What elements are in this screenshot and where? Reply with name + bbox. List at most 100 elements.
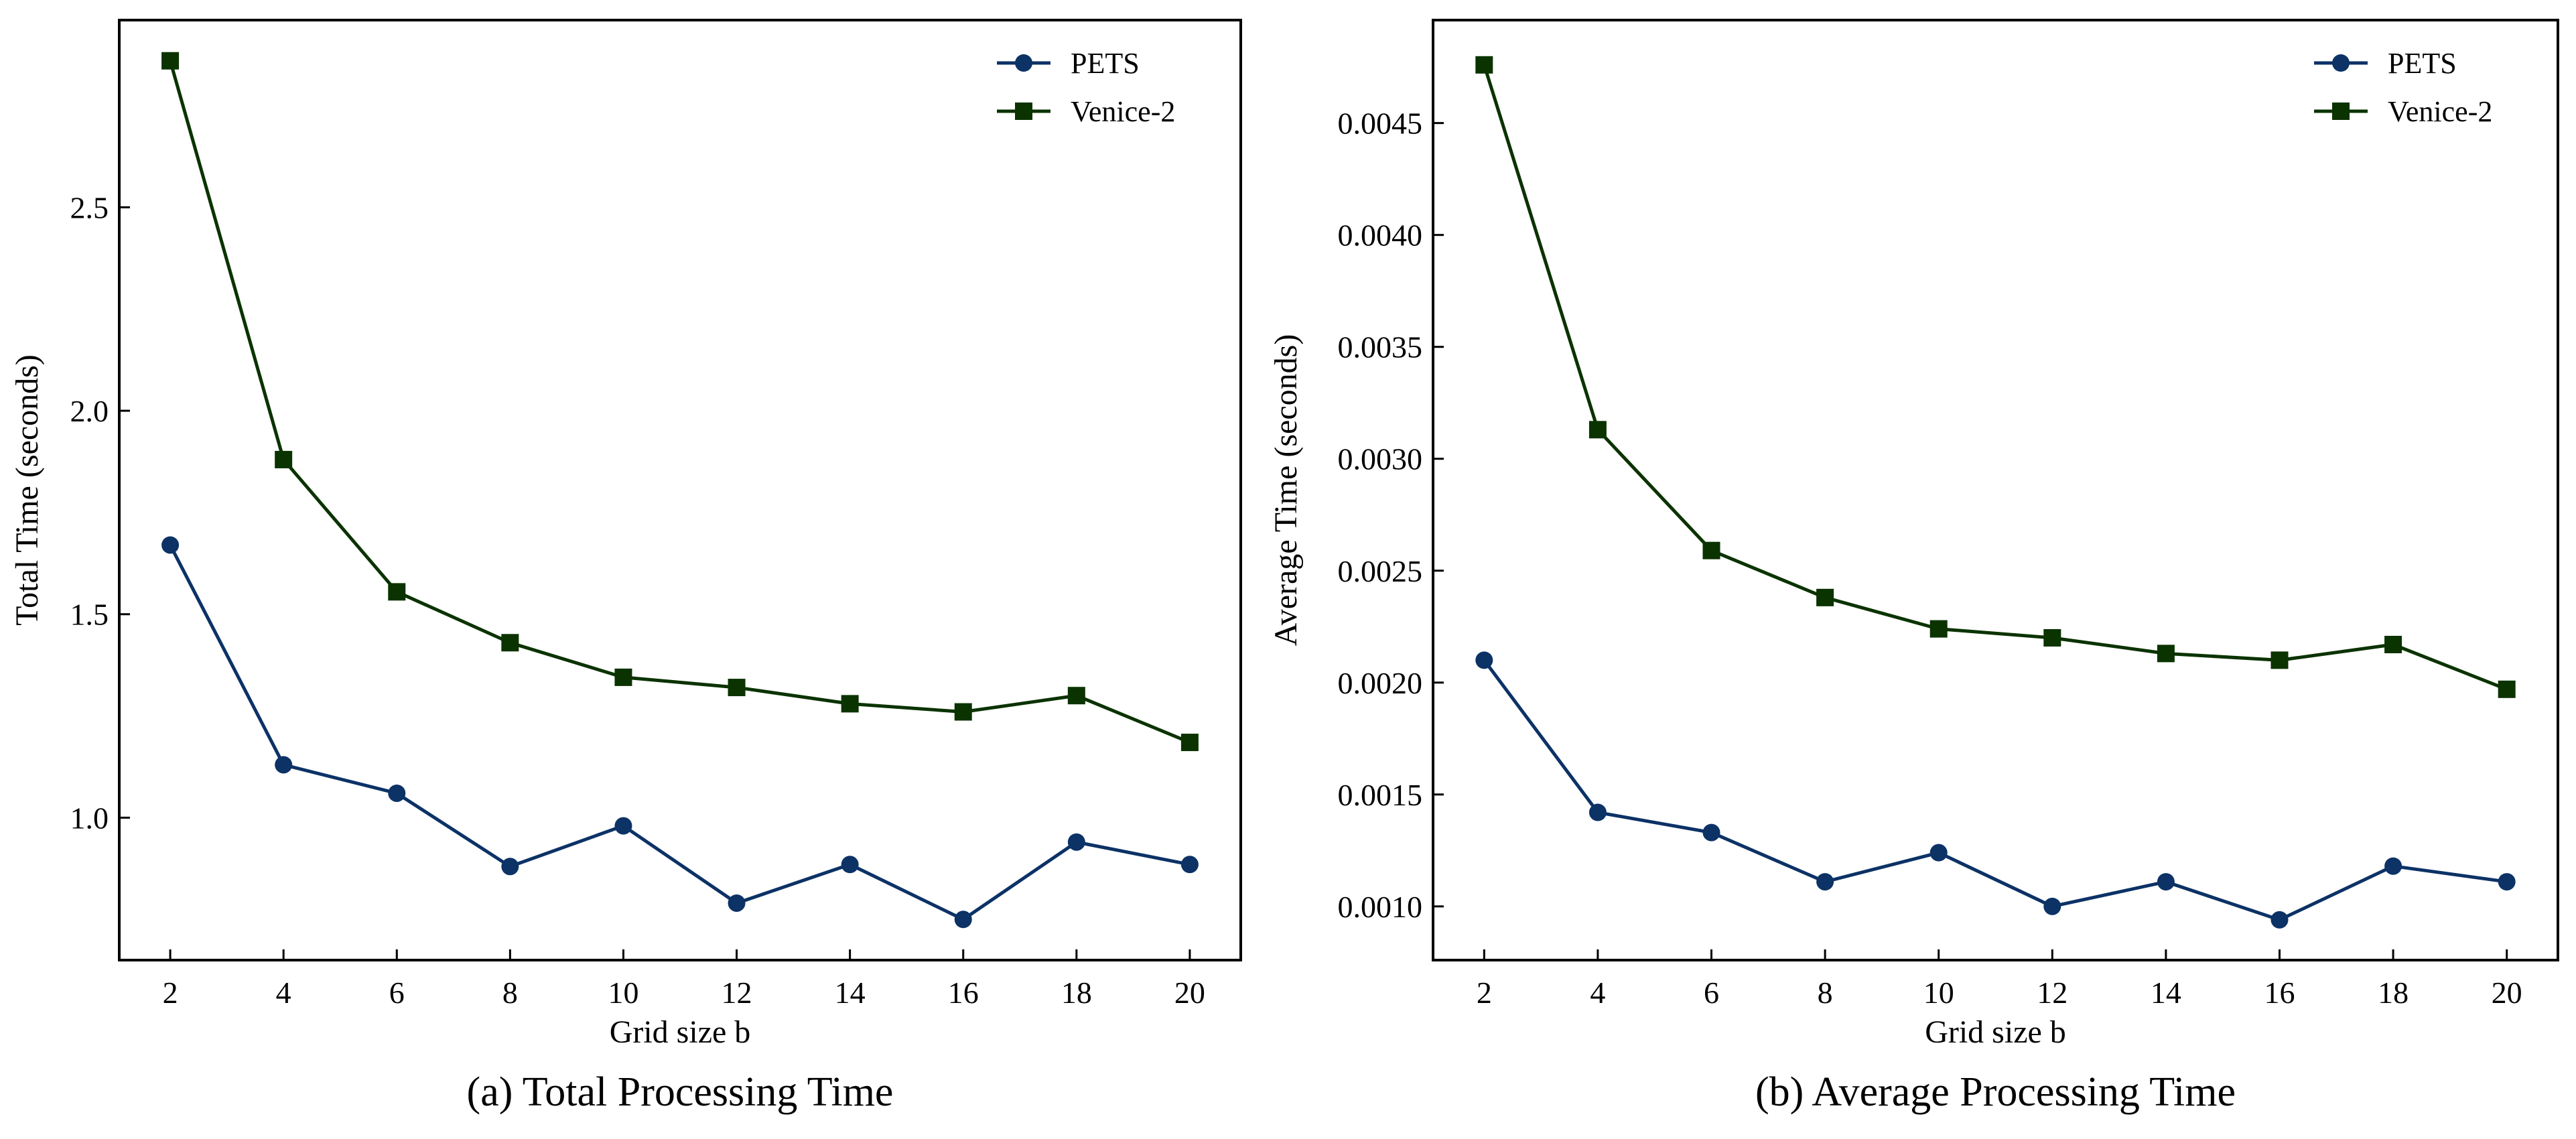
data-point-pets [1929, 844, 1948, 862]
y-tick-label: 1.0 [70, 801, 109, 835]
x-tick-label: 10 [608, 976, 638, 1010]
x-tick-label: 8 [502, 976, 518, 1010]
x-tick-label: 2 [163, 976, 178, 1010]
legend: PETS Venice-2 [997, 47, 1175, 128]
chart-caption: (a) Total Processing Time [467, 1069, 894, 1115]
legend: PETS Venice-2 [2314, 47, 2492, 128]
y-tick-label: 0.0045 [1338, 107, 1423, 141]
y-tick-label: 0.0035 [1338, 330, 1423, 364]
data-point-venice-2 [161, 52, 180, 70]
y-tick-label: 0.0015 [1338, 778, 1423, 812]
legend-label-venice-2: Venice-2 [2388, 95, 2492, 128]
data-point-venice-2 [954, 703, 972, 721]
data-point-pets [1475, 651, 1493, 669]
series-venice-2 [161, 52, 1199, 752]
y-tick-label: 2.5 [70, 190, 109, 224]
data-point-pets [2270, 911, 2289, 929]
data-point-pets [1816, 873, 1834, 891]
plot-frame [1432, 19, 2559, 961]
x-tick-label: 20 [1174, 976, 1205, 1010]
x-tick-label: 16 [948, 976, 979, 1010]
data-point-venice-2 [2270, 651, 2289, 669]
x-tick-label: 6 [1704, 976, 1719, 1010]
data-point-venice-2 [501, 634, 519, 652]
data-point-venice-2 [1180, 734, 1199, 752]
series-line-pets [1483, 659, 2508, 922]
x-axis-label: Grid size b [610, 1014, 751, 1050]
chart-panel-a: 2 4 6 8 10 12 14 16 18 20 1.0 1.5 2.0 2.5 Grid size b T… [9, 19, 1242, 1115]
data-point-pets [1180, 856, 1199, 874]
data-point-pets [161, 536, 180, 554]
data-point-venice-2 [841, 695, 859, 713]
data-point-pets [2043, 897, 2061, 915]
chart-panel-b: 2 4 6 8 10 12 14 16 18 20 0.0010 0.0015 0.0020 0.0025… [1268, 19, 2559, 1115]
legend-label-pets: PETS [1071, 47, 1140, 80]
data-point-venice-2 [1588, 421, 1607, 439]
data-point-pets [728, 894, 746, 912]
data-point-venice-2 [1475, 56, 1493, 74]
data-point-venice-2 [1067, 687, 1085, 705]
data-point-pets [1588, 803, 1607, 821]
data-point-venice-2 [1816, 588, 1834, 606]
legend-label-pets: PETS [2388, 47, 2457, 80]
data-point-venice-2 [2384, 635, 2402, 653]
data-point-pets [2384, 857, 2402, 875]
x-tick-label: 14 [835, 976, 866, 1010]
data-point-venice-2 [388, 583, 406, 601]
series-line-pets [168, 544, 1191, 921]
y-tick-label: 1.5 [70, 598, 109, 632]
legend-marker-venice-2 [1015, 103, 1032, 120]
x-tick-label: 10 [1923, 976, 1954, 1010]
data-point-venice-2 [728, 679, 746, 697]
data-point-venice-2 [614, 668, 632, 686]
data-point-venice-2 [2157, 645, 2175, 663]
data-point-pets [388, 784, 406, 802]
data-point-venice-2 [2043, 628, 2061, 647]
x-tick-label: 18 [1061, 976, 1092, 1010]
y-tick-label: 0.0010 [1338, 890, 1423, 924]
x-tick-label: 6 [389, 976, 405, 1010]
x-tick-label: 4 [276, 976, 291, 1010]
y-tick-label: 0.0040 [1338, 218, 1423, 253]
y-tick-label: 2.0 [70, 394, 109, 428]
data-point-pets [614, 817, 632, 835]
data-point-pets [1067, 833, 1085, 851]
x-tick-label: 2 [1477, 976, 1492, 1010]
y-axis-label: Average Time (seconds) [1268, 334, 1304, 647]
series-pets [161, 536, 1199, 929]
series-line-venice-2 [1482, 64, 2508, 691]
data-point-pets [501, 858, 519, 876]
y-tick-label: 0.0030 [1338, 442, 1423, 476]
y-axis-label: Total Time (seconds) [9, 354, 45, 626]
x-tick-label: 12 [2037, 976, 2067, 1010]
x-tick-label: 12 [722, 976, 752, 1010]
data-point-pets [2157, 873, 2175, 891]
plot-frame [118, 19, 1242, 961]
data-point-venice-2 [2498, 680, 2516, 698]
data-point-pets [841, 856, 859, 874]
series-line-venice-2 [168, 60, 1191, 744]
legend-marker-venice-2 [2332, 103, 2350, 120]
chart-caption: (b) Average Processing Time [1755, 1069, 2236, 1115]
y-tick-label: 0.0020 [1338, 666, 1423, 700]
x-tick-label: 20 [2492, 976, 2522, 1010]
x-tick-label: 4 [1590, 976, 1605, 1010]
y-tick-label: 0.0025 [1338, 554, 1423, 588]
legend-marker-pets [2332, 54, 2350, 72]
x-tick-label: 8 [1818, 976, 1833, 1010]
x-axis-label: Grid size b [1925, 1014, 2066, 1050]
legend-label-venice-2: Venice-2 [1071, 95, 1175, 128]
data-point-pets [275, 756, 293, 774]
x-tick-label: 18 [2378, 976, 2409, 1010]
x-tick-label: 14 [2151, 976, 2181, 1010]
data-point-pets [1702, 823, 1720, 842]
data-point-pets [2498, 873, 2516, 891]
data-point-venice-2 [275, 450, 293, 468]
data-point-venice-2 [1702, 541, 1720, 559]
data-point-venice-2 [1929, 620, 1948, 638]
data-point-pets [954, 911, 972, 929]
legend-marker-pets [1015, 54, 1032, 72]
x-tick-label: 16 [2264, 976, 2295, 1010]
